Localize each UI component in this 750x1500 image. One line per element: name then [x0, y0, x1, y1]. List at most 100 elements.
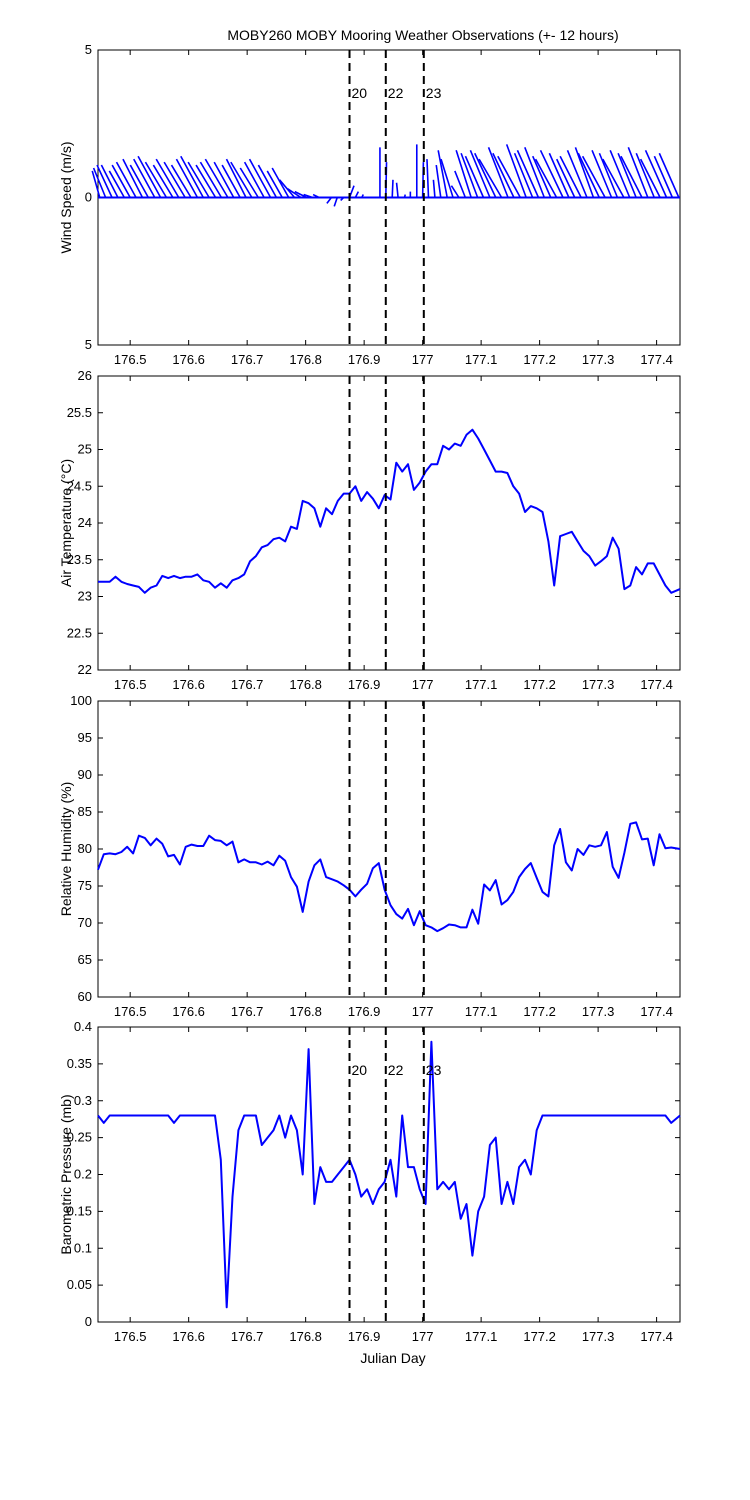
plot-frame: [97, 375, 681, 671]
event-label: 22: [388, 1062, 404, 1078]
y-tick-label: 5: [85, 42, 92, 57]
data-series-line: [97, 1040, 681, 1309]
x-tick-label: 177.1: [465, 352, 498, 367]
wind-vector: [577, 152, 601, 198]
wind-vector: [91, 170, 101, 198]
wind-vector: [531, 155, 552, 198]
wind-vector: [487, 147, 509, 198]
x-tick-label: 176.5: [114, 677, 147, 692]
wind-vector: [513, 152, 534, 198]
wind-vector: [627, 147, 649, 198]
data-series-line: [97, 821, 681, 933]
wind-vector: [609, 149, 631, 198]
wind-vector: [440, 158, 454, 198]
wind-vector: [591, 149, 613, 198]
y-tick-label: 0.25: [67, 1130, 92, 1145]
x-tick-label: 177.4: [640, 352, 673, 367]
x-tick-label: 177.1: [465, 677, 498, 692]
wind-vector: [598, 152, 619, 198]
wind-vector: [658, 152, 680, 198]
wind-vector: [225, 158, 247, 198]
wind-vector: [266, 170, 283, 198]
wind-vector: [326, 197, 333, 204]
x-tick-label: 176.9: [348, 677, 381, 692]
x-tick-label: 177.1: [465, 1329, 498, 1344]
x-tick-label: 176.8: [289, 352, 322, 367]
x-tick-label: 176.8: [289, 677, 322, 692]
wind-vector: [516, 149, 540, 198]
x-tick-label: 176.5: [114, 352, 147, 367]
wind-vector: [464, 155, 485, 198]
x-tick-label: 176.7: [231, 352, 264, 367]
wind-vector: [391, 179, 394, 198]
wind-vector: [271, 167, 290, 198]
x-tick-label: 177.2: [523, 1329, 556, 1344]
x-tick-label: 176.9: [348, 352, 381, 367]
x-tick-label: 176.6: [172, 1329, 205, 1344]
wind-vector: [170, 164, 192, 198]
wind-vector: [221, 164, 241, 198]
y-tick-label: 80: [78, 841, 92, 856]
plot-frame: [97, 700, 681, 998]
wind-vector: [505, 144, 527, 198]
wind-vector: [199, 161, 223, 198]
x-tick-label: 177.2: [523, 352, 556, 367]
y-axis-label: Barometric Pressure (mb): [58, 1094, 74, 1254]
wind-vector: [294, 190, 308, 199]
y-tick-label: 24: [78, 515, 92, 530]
wind-vector: [239, 167, 259, 198]
x-tick-label: 177.3: [582, 1329, 615, 1344]
wind-vector: [163, 161, 186, 198]
wind-vector: [187, 161, 210, 198]
wind-vector: [137, 155, 162, 198]
x-tick-label: 177.4: [640, 1004, 673, 1019]
y-tick-label: 0.4: [74, 1019, 92, 1034]
x-tick-label: 176.9: [348, 1329, 381, 1344]
wind-vector: [213, 161, 235, 198]
x-axis-label: Julian Day: [360, 1350, 425, 1366]
wind-vector: [635, 152, 656, 198]
x-tick-label: 176.7: [231, 677, 264, 692]
x-tick-label: 176.9: [348, 1004, 381, 1019]
wind-vector: [361, 194, 365, 198]
y-tick-label: 22.5: [67, 625, 92, 640]
y-tick-label: 95: [78, 730, 92, 745]
wind-vector: [566, 149, 588, 198]
x-tick-label: 177: [412, 1329, 434, 1344]
wind-vector: [100, 164, 119, 198]
y-tick-label: 85: [78, 804, 92, 819]
wind-vector: [581, 155, 606, 198]
wind-vector: [559, 155, 582, 198]
wind-vector: [534, 158, 558, 198]
y-tick-label: 90: [78, 767, 92, 782]
wind-vector: [257, 164, 278, 198]
wind-vector: [354, 191, 360, 198]
event-label: 22: [388, 85, 404, 101]
x-tick-label: 177: [412, 1004, 434, 1019]
wind-vector: [204, 158, 229, 198]
y-tick-label: 70: [78, 915, 92, 930]
chart-title: MOBY260 MOBY Mooring Weather Observation…: [227, 27, 618, 43]
wind-vector: [653, 155, 674, 198]
event-label: 23: [426, 1062, 442, 1078]
event-label: 20: [352, 85, 368, 101]
wind-vector: [435, 164, 442, 198]
wind-vector: [92, 167, 107, 198]
y-tick-label: 22: [78, 662, 92, 677]
wind-vector: [620, 155, 643, 198]
wind-vector: [426, 159, 430, 198]
wind-vector: [469, 149, 491, 198]
x-tick-label: 177.4: [640, 1329, 673, 1344]
wind-vector: [450, 185, 460, 198]
y-tick-label: 23.5: [67, 552, 92, 567]
wind-vector: [454, 170, 467, 198]
wind-vector: [175, 158, 199, 198]
wind-vector: [287, 187, 302, 199]
wind-vector: [492, 152, 515, 198]
wind-vector: [122, 158, 144, 198]
y-tick-label: 0.35: [67, 1056, 92, 1071]
wind-vector: [195, 164, 217, 198]
wind-vector: [278, 179, 296, 199]
y-tick-label: 25: [78, 442, 92, 457]
